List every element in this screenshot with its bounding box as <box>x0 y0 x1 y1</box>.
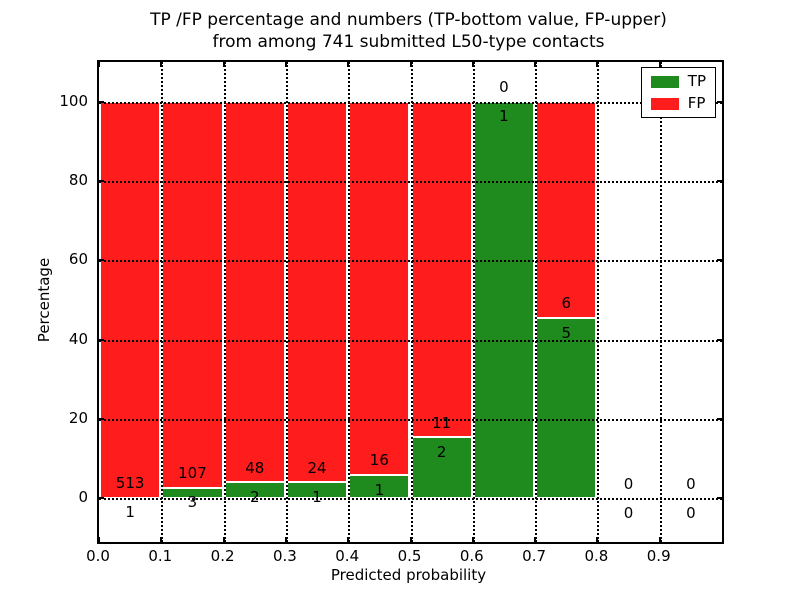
x-tick-mark <box>98 537 100 542</box>
tp-count-label: 1 <box>125 503 135 522</box>
x-tick-mark-top <box>347 62 350 67</box>
x-tick-mark-top <box>284 62 287 67</box>
chart-title-line2: from among 741 submitted L50-type contac… <box>212 32 605 52</box>
y-tick-mark-right <box>717 100 722 103</box>
y-tick-mark-right <box>717 418 722 421</box>
x-tick-mark <box>347 537 350 542</box>
y-tick-mark-right <box>717 338 722 341</box>
x-axis-label: Predicted probability <box>330 566 487 584</box>
x-tick-label: 0.2 <box>210 547 235 565</box>
v-gridline <box>472 62 475 542</box>
plot-area: TP FP 513 1 107 3 48 2 24 1 16 1 11 2 0 1 6 5 0 0 0 0 <box>97 60 724 544</box>
bar-segment-fp <box>162 101 223 488</box>
x-tick-label: 0.9 <box>646 547 671 565</box>
x-tick-mark <box>160 537 163 542</box>
fp-count-label: 0 <box>623 474 634 493</box>
fp-count-label: 0 <box>686 474 696 493</box>
y-tick-mark <box>99 497 104 500</box>
x-tick-mark-top <box>596 62 599 67</box>
bar-segment-fp <box>286 101 348 483</box>
legend-label-fp: FP <box>687 94 706 112</box>
y-tick-label: 0 <box>78 488 88 507</box>
x-tick-label: 0.0 <box>86 547 110 565</box>
legend-label-tp: TP <box>687 72 706 90</box>
fp-count-label: 107 <box>178 463 207 482</box>
chart-title: TP /FP percentage and numbers (TP-bottom… <box>97 9 720 53</box>
x-tick-mark <box>284 537 287 542</box>
y-tick-mark-right <box>717 180 722 182</box>
x-tick-mark <box>596 537 599 542</box>
x-tick-mark-top <box>658 62 661 67</box>
bar-segment-tp <box>411 437 472 499</box>
y-tick-mark <box>99 338 104 341</box>
fp-count-label: 6 <box>561 294 572 313</box>
v-gridline <box>285 62 288 542</box>
y-tick-mark-right <box>717 259 722 262</box>
x-tick-mark <box>471 537 474 542</box>
tp-count-label: 1 <box>312 488 322 507</box>
bar-segment-tp <box>473 101 535 499</box>
tp-count-label: 3 <box>187 493 198 512</box>
bar-segment-fp <box>100 101 161 498</box>
tp-count-label: 2 <box>436 443 447 461</box>
x-tick-label: 0.5 <box>397 547 422 565</box>
x-tick-label: 0.3 <box>272 547 297 565</box>
x-tick-mark <box>534 537 537 542</box>
tp-count-label: 1 <box>374 480 385 499</box>
legend: TP FP <box>640 67 716 118</box>
x-tick-mark-top <box>160 62 163 67</box>
fp-count-label: 16 <box>369 451 389 470</box>
x-tick-label: 0.4 <box>335 547 360 565</box>
v-gridline <box>410 62 413 542</box>
y-tick-label: 100 <box>59 91 88 110</box>
fp-count-label: 24 <box>307 458 327 477</box>
y-tick-mark <box>99 418 104 421</box>
bar-segment-fp <box>536 101 597 319</box>
tp-count-label: 0 <box>623 504 634 523</box>
v-gridline <box>348 62 351 542</box>
y-tick-mark <box>99 259 104 262</box>
bar-segment-tp <box>536 318 597 499</box>
v-gridline <box>223 62 226 542</box>
x-tick-label: 0.8 <box>584 547 609 565</box>
x-tick-label: 0.6 <box>459 547 484 565</box>
x-tick-mark <box>222 537 225 542</box>
tp-count-label: 0 <box>686 504 696 523</box>
tp-count-label: 2 <box>249 488 260 507</box>
v-gridline <box>659 62 662 542</box>
tp-count-label: 1 <box>499 107 509 126</box>
bar-segment-fp <box>224 101 285 483</box>
fp-count-label: 11 <box>432 413 452 432</box>
x-tick-mark-top <box>98 62 100 67</box>
x-tick-mark <box>658 537 661 542</box>
y-tick-label: 60 <box>68 250 88 269</box>
fp-count-label: 48 <box>245 458 265 477</box>
fp-count-label: 513 <box>115 473 145 492</box>
y-tick-label: 40 <box>68 329 88 348</box>
legend-item-fp: FP <box>650 94 706 112</box>
v-gridline <box>597 62 600 542</box>
x-tick-mark-top <box>534 62 537 67</box>
x-tick-mark <box>409 537 412 542</box>
y-tick-label: 80 <box>68 171 88 189</box>
y-tick-mark-right <box>717 497 722 500</box>
fp-color-swatch <box>650 97 679 110</box>
bar-segment-fp <box>411 101 472 438</box>
y-tick-label: 20 <box>68 409 88 428</box>
tp-color-swatch <box>650 75 679 88</box>
x-tick-label: 0.7 <box>522 547 547 565</box>
chart-title-line1: TP /FP percentage and numbers (TP-bottom… <box>150 10 667 30</box>
tp-count-label: 5 <box>561 323 572 342</box>
x-tick-mark-top <box>409 62 412 67</box>
x-tick-mark-top <box>222 62 225 67</box>
x-tick-mark-top <box>471 62 474 67</box>
fp-count-label: 0 <box>499 77 509 96</box>
v-gridline <box>535 62 538 542</box>
x-tick-label: 0.1 <box>148 547 173 565</box>
y-tick-mark <box>99 180 104 182</box>
v-gridline <box>161 62 164 542</box>
y-tick-mark <box>99 100 104 103</box>
legend-item-tp: TP <box>650 72 706 90</box>
